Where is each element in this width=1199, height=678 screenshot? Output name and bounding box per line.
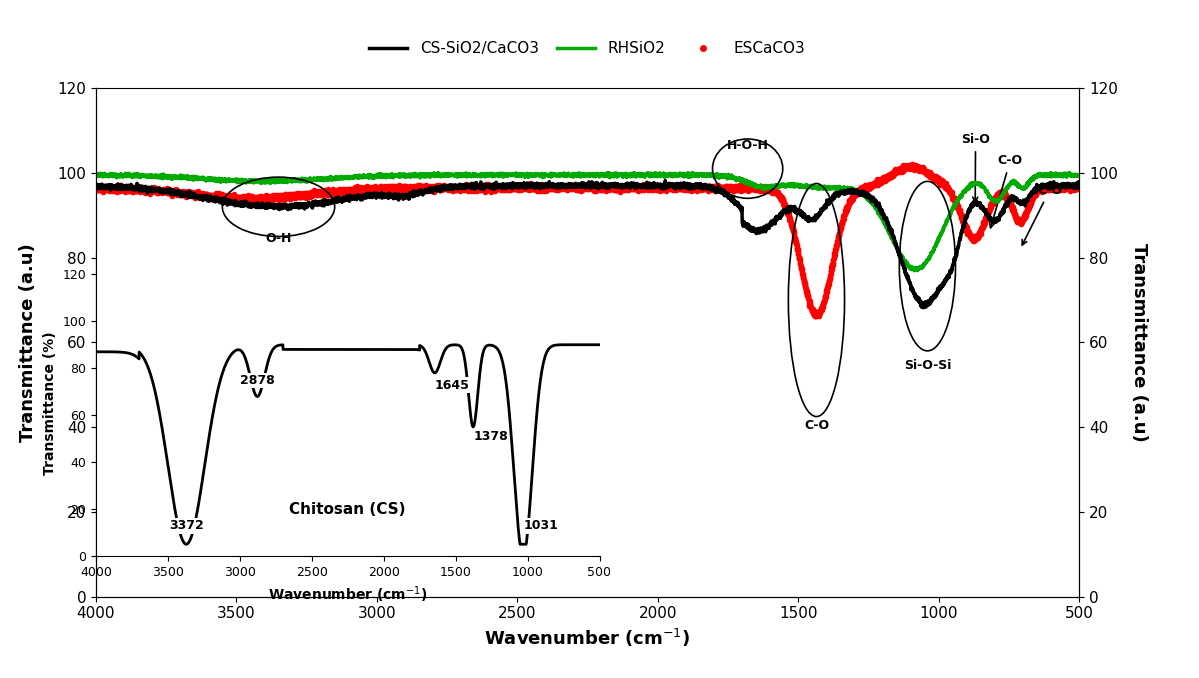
CS-SiO2/CaCO3 — [897, 266, 911, 274]
Text: 1031: 1031 — [523, 519, 558, 532]
Text: Si-O: Si-O — [962, 134, 990, 202]
X-axis label: Wavenumber (cm$^{-1}$): Wavenumber (cm$^{-1}$) — [484, 627, 691, 649]
RHSiO2 — [267, 176, 282, 184]
Text: C-O: C-O — [1023, 184, 1062, 245]
RHSiO2 — [823, 185, 837, 193]
Line: RHSiO2: RHSiO2 — [96, 172, 1079, 271]
ESCaCO3 — [808, 313, 823, 321]
CS-SiO2/CaCO3 — [679, 182, 693, 190]
CS-SiO2/CaCO3 — [916, 304, 930, 312]
Text: Si-O-Si: Si-O-Si — [904, 359, 951, 372]
RHSiO2 — [1072, 171, 1086, 179]
ESCaCO3 — [728, 182, 742, 190]
Legend: CS-SiO2/CaCO3, RHSiO2, ESCaCO3: CS-SiO2/CaCO3, RHSiO2, ESCaCO3 — [363, 35, 812, 62]
Y-axis label: Transmittance (%): Transmittance (%) — [43, 332, 56, 475]
ESCaCO3 — [267, 193, 282, 201]
Line: ESCaCO3: ESCaCO3 — [94, 162, 1081, 319]
ESCaCO3 — [464, 184, 478, 192]
RHSiO2 — [728, 175, 742, 183]
ESCaCO3 — [905, 160, 920, 168]
CS-SiO2/CaCO3 — [267, 202, 282, 210]
Line: CS-SiO2/CaCO3: CS-SiO2/CaCO3 — [96, 180, 1079, 308]
CS-SiO2/CaCO3 — [728, 198, 742, 206]
CS-SiO2/CaCO3 — [464, 180, 478, 188]
Text: Chitosan (CS): Chitosan (CS) — [289, 502, 406, 517]
CS-SiO2/CaCO3 — [823, 197, 837, 205]
ESCaCO3 — [823, 273, 837, 281]
RHSiO2 — [464, 172, 478, 180]
Y-axis label: Transmittance (a.u): Transmittance (a.u) — [19, 243, 37, 442]
ESCaCO3 — [89, 185, 103, 193]
CS-SiO2/CaCO3 — [658, 176, 673, 184]
ESCaCO3 — [897, 166, 911, 174]
Y-axis label: Transmittance (a.u): Transmittance (a.u) — [1129, 243, 1147, 442]
Text: C-O: C-O — [803, 419, 829, 432]
Text: O-H: O-H — [265, 232, 291, 245]
Text: 2878: 2878 — [240, 374, 275, 387]
CS-SiO2/CaCO3 — [89, 182, 103, 190]
CS-SiO2/CaCO3 — [1072, 182, 1086, 191]
RHSiO2 — [89, 171, 103, 179]
Text: 3372: 3372 — [169, 519, 204, 532]
Text: 1378: 1378 — [474, 431, 508, 443]
X-axis label: Wavenumber (cm$^{-1}$): Wavenumber (cm$^{-1}$) — [269, 584, 427, 605]
RHSiO2 — [1062, 168, 1077, 176]
RHSiO2 — [908, 266, 922, 275]
Text: H-O-H: H-O-H — [727, 139, 769, 152]
Text: 1645: 1645 — [435, 379, 470, 392]
RHSiO2 — [679, 171, 693, 179]
ESCaCO3 — [679, 184, 693, 193]
Text: C-O: C-O — [989, 155, 1023, 228]
RHSiO2 — [897, 256, 911, 264]
ESCaCO3 — [1072, 185, 1086, 193]
